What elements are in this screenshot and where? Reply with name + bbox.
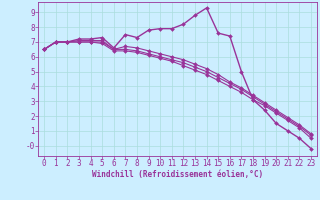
X-axis label: Windchill (Refroidissement éolien,°C): Windchill (Refroidissement éolien,°C) <box>92 170 263 179</box>
